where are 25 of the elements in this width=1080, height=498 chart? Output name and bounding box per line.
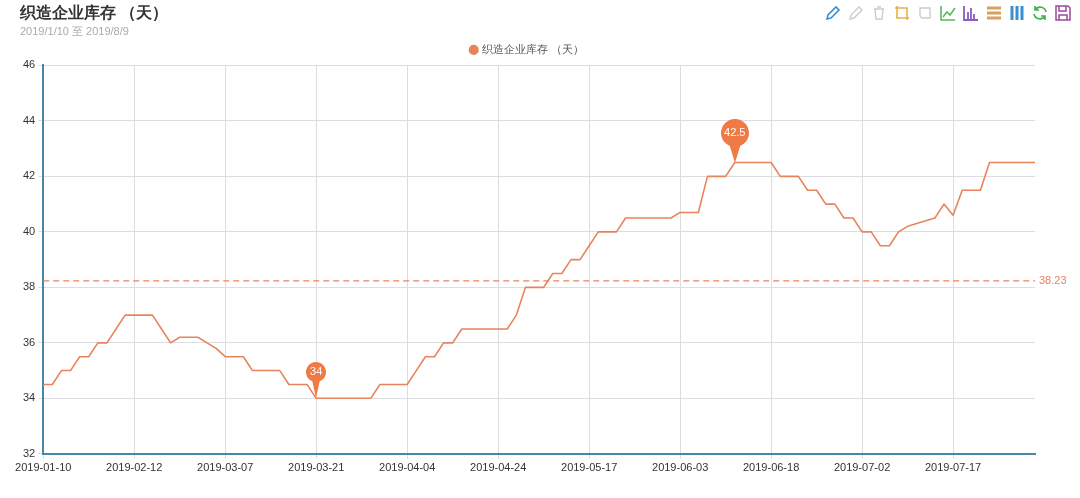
- y-tick-label: 38: [22, 280, 36, 293]
- x-tick-label: 2019-04-04: [379, 461, 436, 474]
- legend-label: 织造企业库存 （天）: [482, 42, 585, 55]
- y-tick-label: 40: [22, 224, 36, 237]
- x-tick-label: 2019-06-03: [652, 461, 709, 474]
- y-tick-label: 44: [22, 113, 36, 126]
- y-tick-label: 32: [22, 446, 36, 459]
- annotation: 34: [309, 365, 324, 378]
- x-tick-label: 2019-06-18: [743, 461, 800, 474]
- y-tick-label: 34: [22, 391, 36, 404]
- x-tick-label: 2019-07-17: [924, 461, 982, 474]
- y-tick-label: 46: [22, 58, 36, 71]
- x-tick-label: 2019-03-21: [288, 461, 345, 474]
- x-tick-label: 2019-01-10: [15, 461, 72, 474]
- x-tick-label: 2019-05-17: [561, 461, 618, 474]
- ref-line-label: 38.23: [1039, 273, 1067, 286]
- chart-subtitle: 2019/1/10 至 2019/8/9: [20, 24, 129, 37]
- x-tick-label: 2019-04-24: [470, 461, 527, 474]
- y-tick-label: 36: [22, 335, 36, 348]
- x-tick-label: 2019-03-07: [197, 461, 254, 474]
- chart-title: 织造企业库存 （天）: [19, 4, 169, 23]
- x-tick-label: 2019-07-02: [833, 461, 891, 474]
- y-tick-label: 42: [22, 169, 36, 182]
- x-tick-label: 2019-02-12: [106, 461, 163, 474]
- annotation: 42.5: [723, 125, 747, 138]
